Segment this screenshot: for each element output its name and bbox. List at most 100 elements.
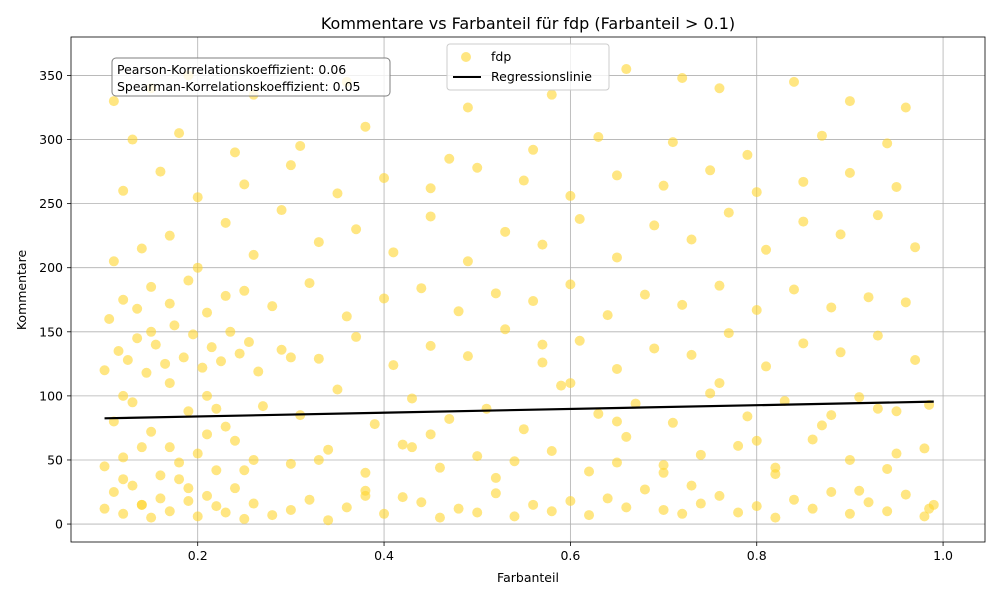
data-point [677,299,688,310]
data-point [630,398,641,409]
regression-line-layer [104,400,934,420]
data-point [611,170,622,181]
data-point [425,429,436,440]
data-point [658,504,669,515]
data-point [220,421,231,432]
pearson-text: Pearson-Korrelationskoeffizient: 0.06 [117,62,346,77]
data-point [183,483,194,494]
data-point [104,313,115,324]
data-point [239,285,250,296]
data-point [351,224,362,235]
data-point [686,349,697,360]
y-tick-label: 350 [39,68,63,83]
data-point [155,493,166,504]
data-point [658,460,669,471]
y-tick-label: 50 [47,452,63,467]
data-point [444,413,455,424]
data-point [882,463,893,474]
data-point [239,179,250,190]
data-point [146,512,157,523]
data-point [872,403,883,414]
data-point [225,326,236,337]
x-tick-label: 0.8 [747,548,767,563]
data-point [481,403,492,414]
data-point [211,403,222,414]
data-point [686,234,697,245]
data-point [192,511,203,522]
data-point [127,134,138,145]
data-point [509,456,520,467]
data-point [584,466,595,477]
x-tick-label: 0.4 [374,548,394,563]
data-point [174,457,185,468]
data-point [462,102,473,113]
data-point [174,474,185,485]
data-point [714,280,725,291]
data-point [99,365,110,376]
data-point [360,467,371,478]
data-point [313,237,324,248]
data-point [388,247,399,258]
y-tick-label: 300 [39,132,63,147]
data-point [220,290,231,301]
stats-box: Pearson-Korrelationskoeffizient: 0.06 Sp… [111,57,391,97]
data-point [658,180,669,191]
data-point [206,342,217,353]
data-point [574,335,585,346]
data-point [169,320,180,331]
data-point [919,443,930,454]
data-point [220,217,231,228]
data-point [136,499,147,510]
data-point [472,451,483,462]
data-point [826,487,837,498]
data-point [239,513,250,524]
data-point [229,435,240,446]
data-point [295,140,306,151]
data-point [444,153,455,164]
data-point [742,149,753,160]
data-point [872,330,883,341]
data-point [141,367,152,378]
data-point [360,490,371,501]
data-point [733,440,744,451]
data-point [216,356,227,367]
data-point [453,306,464,317]
data-point [183,406,194,417]
data-point [807,434,818,445]
data-point [826,410,837,421]
data-point [164,230,175,241]
data-point [714,490,725,501]
data-point [621,502,632,513]
data-point [900,297,911,308]
data-point [686,480,697,491]
chart-title: Kommentare vs Farbanteil für fdp (Farban… [321,14,735,33]
data-point [267,301,278,312]
data-point [835,347,846,358]
data-point [863,497,874,508]
data-point [313,353,324,364]
data-point [490,488,501,499]
data-point [211,465,222,476]
data-point [556,380,567,391]
data-point [183,275,194,286]
data-point [229,483,240,494]
data-point [677,508,688,519]
data-point [789,284,800,295]
y-tick-label: 100 [39,388,63,403]
data-point [528,144,539,155]
data-point [160,358,171,369]
data-point [649,220,660,231]
data-point [677,73,688,84]
data-point [425,183,436,194]
data-point [108,256,119,267]
data-point [164,298,175,309]
data-point [453,503,464,514]
x-axis-label: Farbanteil [497,570,559,585]
data-point [490,472,501,483]
grid [71,37,985,542]
data-point [285,160,296,171]
data-point [761,244,772,255]
data-point [332,384,343,395]
data-point [211,501,222,512]
